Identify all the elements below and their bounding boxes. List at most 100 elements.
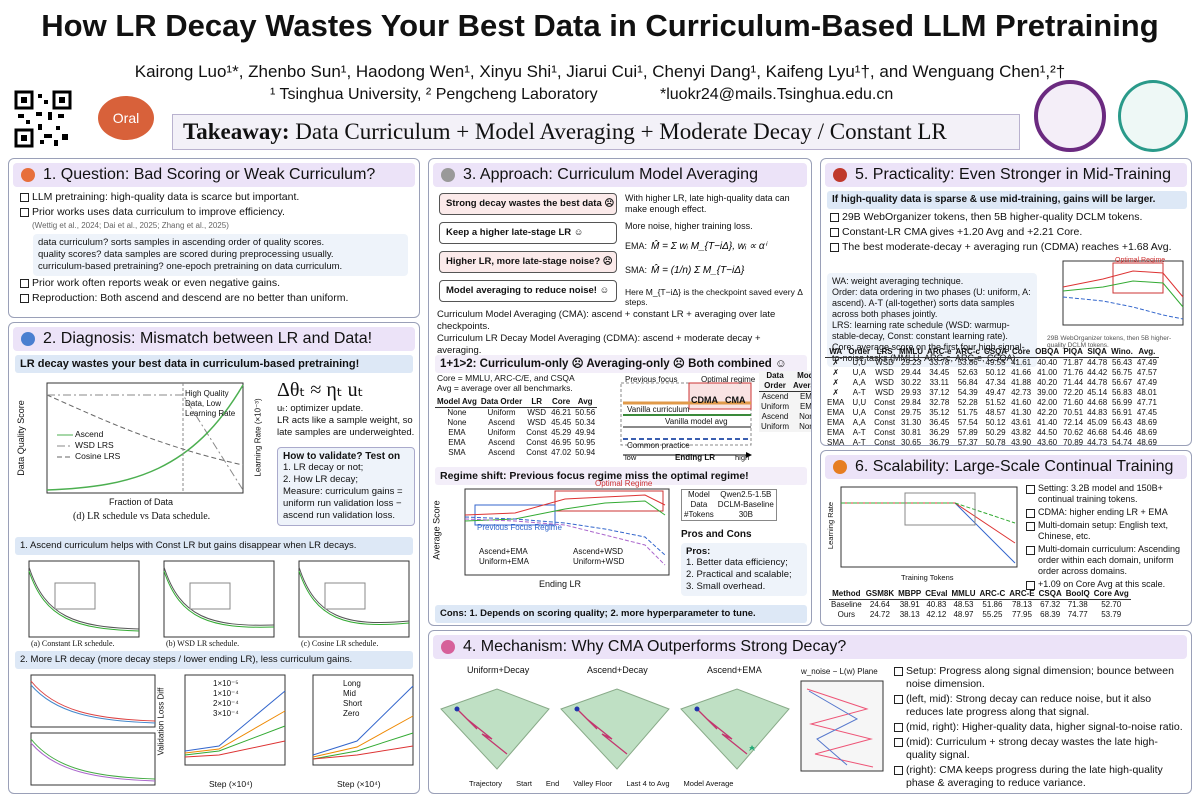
- caption: (b) WSD LR schedule.: [166, 639, 240, 648]
- setup-table: Model Qwen2.5-1.5B Data DCLM-Baseline #Token…: [681, 489, 777, 521]
- list: Prior work often reports weak or even ne…: [19, 277, 414, 307]
- cell: Const: [874, 408, 896, 417]
- caption: (d) LR schedule vs Data schedule.: [73, 511, 211, 522]
- legend: 1×10⁻⁵ 1×10⁻⁴ 2×10⁻⁴ 3×10⁻⁴: [213, 679, 239, 719]
- qr-code: [14, 90, 72, 148]
- cell: 39.00: [1037, 388, 1058, 397]
- cell: 53.86: [957, 358, 978, 367]
- list-item: Curriculum Model Averaging (CMA): ascend…: [437, 309, 776, 332]
- cell: A,A: [852, 418, 866, 427]
- header-cell: ARC-C: [977, 589, 1008, 600]
- cell: 38.91: [899, 600, 920, 609]
- list-item: Mid: [343, 689, 356, 698]
- sub-banner: 2. More LR decay (more decay steps / low…: [15, 651, 413, 669]
- x-label: Ending LR: [539, 579, 582, 589]
- cell: Model: [688, 490, 710, 499]
- cell: 57.37: [957, 438, 978, 446]
- takeaway-text: Data Curriculum + Model Averaging + Mode…: [295, 119, 947, 144]
- regime-plot: [464, 488, 670, 576]
- header-cell: CSQA: [981, 347, 1010, 358]
- validate-list: 1. LR decay or not; 2. How LR decay; Measu…: [283, 462, 409, 522]
- cell: 54.39: [957, 388, 978, 397]
- cell: 56.43: [1112, 358, 1133, 367]
- section-3: 3. Approach: Curriculum Model Averaging …: [428, 158, 812, 626]
- cell: 43.60: [1037, 438, 1058, 446]
- cell: U,A: [852, 368, 866, 377]
- cell: 71.87: [1063, 358, 1084, 367]
- cell: 34.45: [929, 368, 950, 377]
- cell: 78.13: [1011, 600, 1032, 609]
- section-6: 6. Scalability: Large-Scale Continual Tr…: [820, 450, 1192, 626]
- cell: 44.83: [1087, 408, 1108, 417]
- section-1: 1. Question: Bad Scoring or Weak Curricu…: [8, 158, 420, 318]
- list-item: Ascend+EMA: [479, 547, 528, 556]
- header-cell: ARC-E: [1007, 589, 1037, 600]
- cell: EMA: [799, 402, 812, 411]
- list-item: Short: [343, 699, 363, 708]
- plane-title: w_noise − L(w) Plane: [801, 667, 878, 676]
- cell: WSD: [875, 378, 894, 387]
- mid-training-plot: [1062, 260, 1184, 326]
- cell: 54.46: [1112, 428, 1133, 437]
- citation: (Wettig et al., 2024; Dai et al., 2025; …: [32, 221, 229, 230]
- cell: 50.56: [575, 408, 596, 417]
- header-cell: Model Avg: [435, 397, 479, 408]
- cell: Ours: [837, 610, 856, 619]
- header-cell: Core: [549, 397, 574, 408]
- cell: 47.49: [1136, 378, 1157, 387]
- oral-badge: Oral: [98, 96, 154, 140]
- header-row: Model Avg Data Order LR Core Avg: [435, 397, 598, 408]
- cell: Qwen2.5-1.5B: [720, 490, 772, 499]
- list-item: Constant-LR CMA gives +1.20 Avg and +2.2…: [829, 226, 1187, 239]
- y2-label: Learning Rate (×10⁻³): [253, 398, 263, 477]
- list-item: Prior works uses data curriculum to impr…: [19, 206, 414, 219]
- header-cell: Data Order: [759, 371, 792, 392]
- cell: None: [447, 408, 467, 417]
- cell: EMA: [448, 428, 466, 437]
- list-item: 1×10⁻⁴: [213, 689, 239, 698]
- list-item: 2. Practical and scalable;: [686, 569, 792, 580]
- cell: 44.78: [1087, 358, 1108, 367]
- list-item: Model Average: [683, 779, 734, 788]
- header-cell: MBPP: [896, 589, 924, 600]
- list-item: Uniform+EMA: [479, 557, 530, 566]
- label: Optimal Regime: [1115, 257, 1166, 264]
- figure-small: [30, 674, 156, 786]
- panel-title: Uniform+Decay: [467, 665, 530, 675]
- list-item: curriculum-based pretraining? one-epoch …: [38, 261, 343, 272]
- cell: 38.13: [899, 610, 920, 619]
- equation: Δθₜ ≈ ηₜ uₜ: [277, 379, 364, 401]
- takeaway: Takeaway: Data Curriculum + Model Averag…: [172, 114, 1020, 150]
- cell: Uniform: [487, 408, 516, 417]
- label: Optimal Regime: [595, 479, 653, 488]
- cell: 45.14: [1087, 388, 1108, 397]
- ema: EMA:: [625, 241, 648, 251]
- cell: 36.29: [929, 428, 950, 437]
- section-2: 2. Diagnosis: Mismatch between LR and Da…: [8, 322, 420, 794]
- row: ✗ U,A WSD 29.44 34.45 52.63 50.12 41.66 41.00 71.…: [825, 368, 1159, 378]
- header-cell: CSQA: [1036, 589, 1064, 600]
- cell: 68.39: [1040, 610, 1061, 619]
- label: Common practice: [627, 441, 690, 450]
- cell: 49.94: [575, 428, 596, 437]
- header-cell: BoolQ: [1063, 589, 1092, 600]
- validate-box: How to validate? Test on 1. LR decay or …: [277, 447, 415, 526]
- cell: 46.21: [551, 408, 572, 417]
- formulas: M̂ = Σ wᵢ M_{T−iΔ}, wᵢ ∝ αⁱ M̂ = (1/n) Σ…: [651, 238, 769, 276]
- cell: 50.29: [985, 428, 1006, 437]
- axis: high: [735, 453, 750, 462]
- cell: ✗: [832, 388, 840, 397]
- cell: 50.94: [575, 448, 596, 457]
- cell: 47.57: [1136, 368, 1157, 377]
- cell: 32.78: [929, 398, 950, 407]
- svg-text:M̂ = Σ wᵢ M_{T−iΔ}, wᵢ ∝ αⁱ: M̂ = Σ wᵢ M_{T−iΔ}, wᵢ ∝ αⁱ: [651, 238, 769, 252]
- authors: Kairong Luo¹*, Zhenbo Sun¹, Haodong Wen¹…: [134, 62, 1066, 81]
- regime-diagram: [620, 382, 752, 458]
- legend: Ascend WSD LRS Cosine LRS: [75, 429, 120, 462]
- cell: Ascend: [488, 418, 515, 427]
- cell: 31.30: [901, 418, 922, 427]
- cell: Const: [874, 428, 896, 437]
- eq-notes: uₜ: optimizer update. LR acts like a samp…: [277, 403, 415, 439]
- cell: 48.01: [1136, 388, 1157, 397]
- cell: WSD: [527, 418, 546, 427]
